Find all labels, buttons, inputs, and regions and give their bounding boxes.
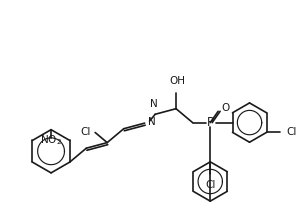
Text: Cl: Cl	[286, 127, 297, 137]
Text: Cl: Cl	[205, 180, 215, 190]
Text: OH: OH	[169, 76, 185, 86]
Text: N: N	[150, 99, 158, 109]
Text: O: O	[221, 103, 229, 113]
Text: Cl: Cl	[81, 126, 91, 136]
Text: P: P	[207, 116, 214, 129]
Text: N: N	[148, 117, 155, 127]
Text: NO$_2$: NO$_2$	[40, 134, 62, 147]
